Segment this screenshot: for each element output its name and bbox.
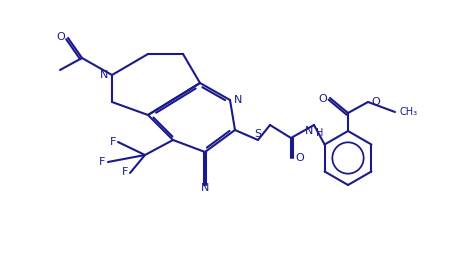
Text: N: N [305, 126, 313, 136]
Text: O: O [371, 97, 380, 107]
Text: O: O [56, 32, 65, 42]
Text: O: O [295, 153, 304, 163]
Text: F: F [110, 137, 116, 147]
Text: S: S [254, 129, 262, 139]
Text: O: O [318, 94, 327, 104]
Text: CH₃: CH₃ [400, 107, 418, 117]
Text: N: N [234, 95, 243, 105]
Text: F: F [121, 167, 128, 177]
Text: N: N [100, 70, 108, 80]
Text: H: H [316, 128, 324, 138]
Text: F: F [99, 157, 105, 167]
Text: N: N [201, 183, 209, 193]
